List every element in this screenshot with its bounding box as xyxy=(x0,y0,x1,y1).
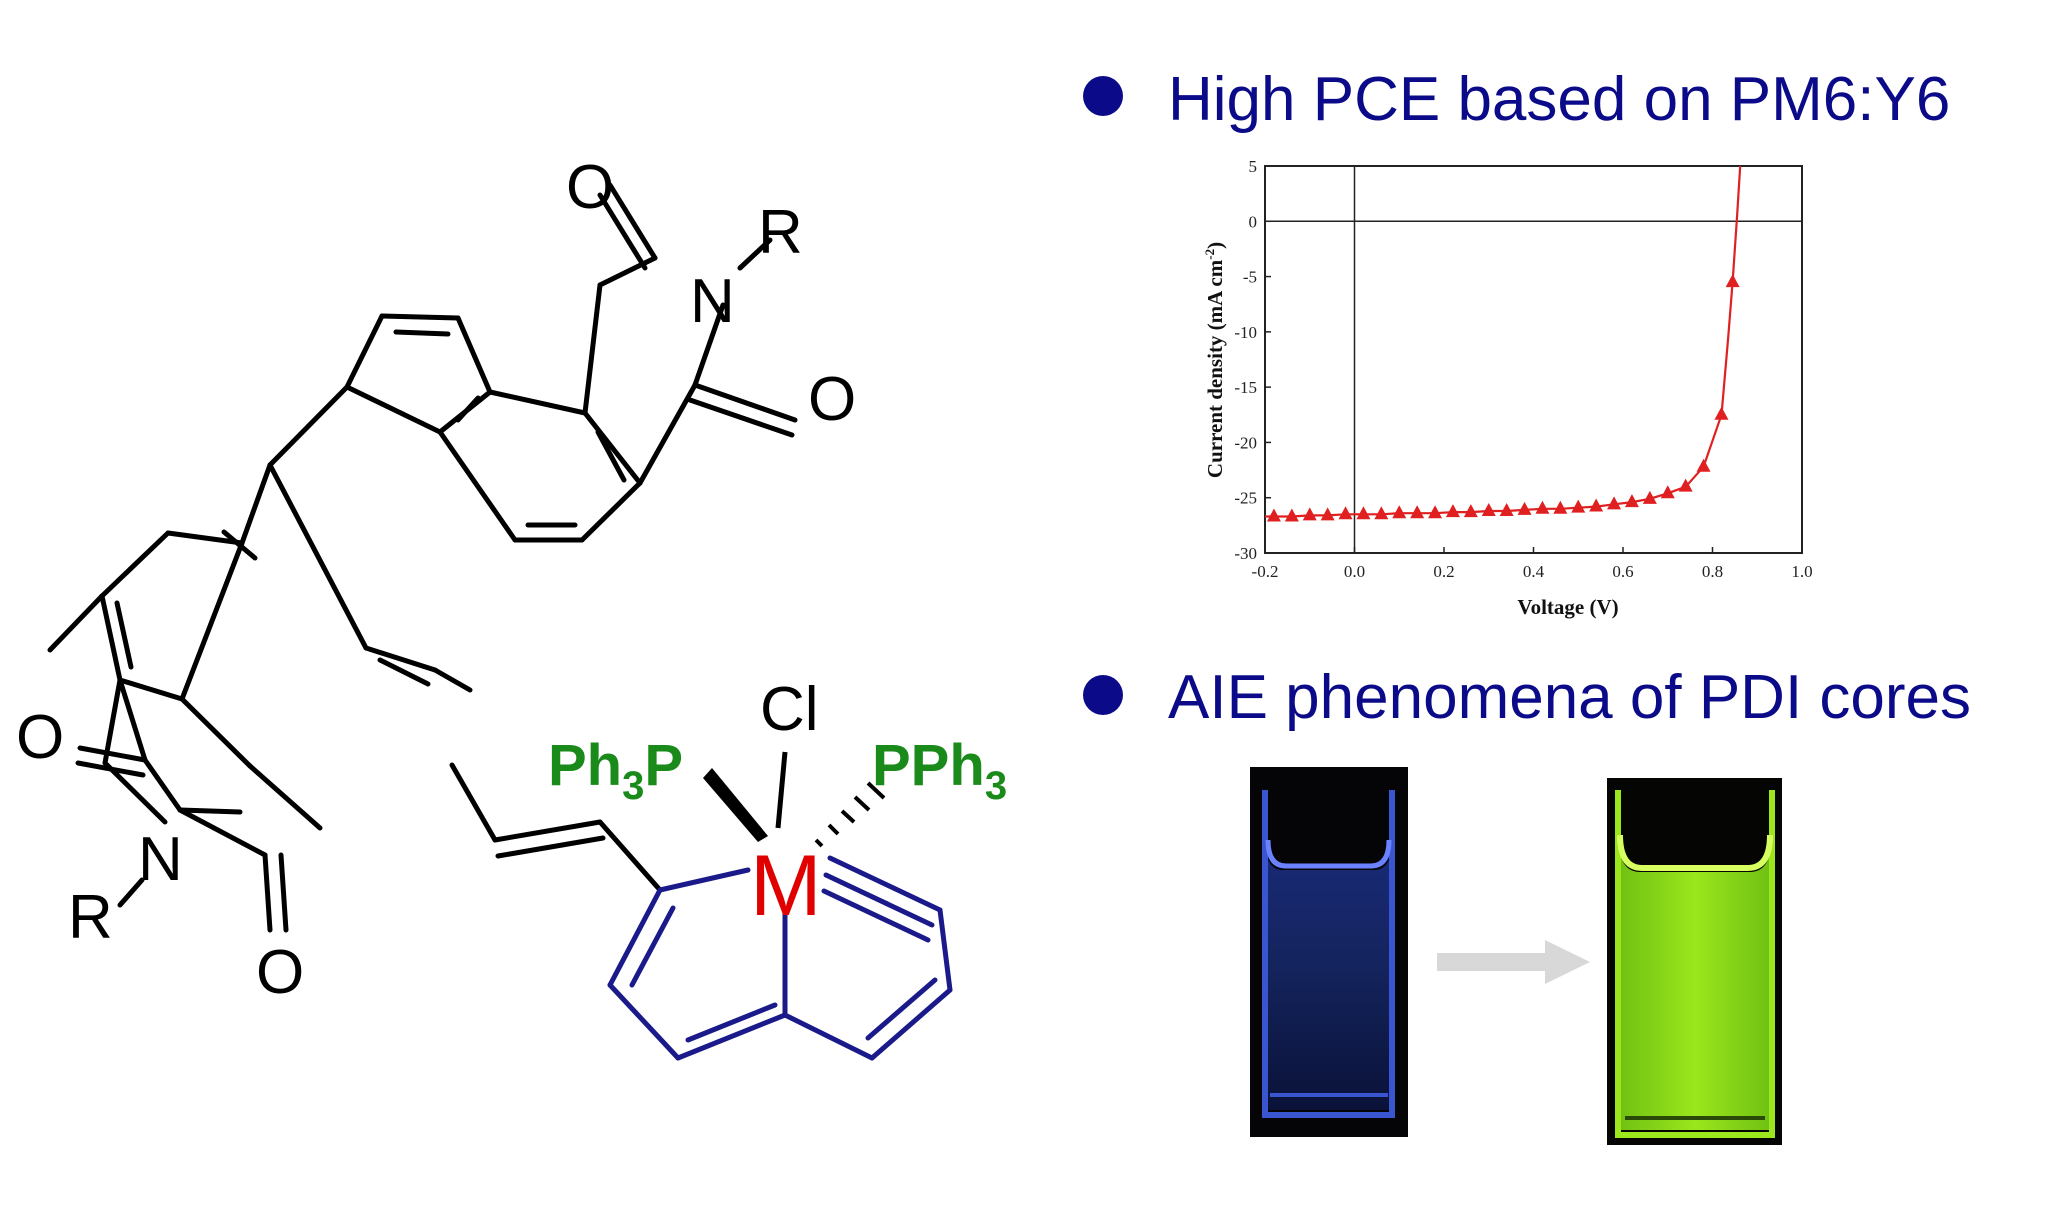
y-tick-label: -15 xyxy=(1234,378,1257,397)
aromatic-double-bonds xyxy=(114,329,627,687)
data-point-marker xyxy=(1589,498,1604,512)
vial-blue-meniscus xyxy=(1265,839,1392,869)
chart-axes xyxy=(1265,166,1802,553)
plot-frame xyxy=(1264,165,1803,554)
atom-oxygen-top: O xyxy=(566,153,614,222)
molecule-atom-labels: O O N R O N R O xyxy=(16,153,856,1007)
y-tick-label: 5 xyxy=(1249,157,1258,176)
vial-blue-glass xyxy=(1262,790,1395,1118)
data-point-marker xyxy=(1624,494,1639,508)
vial-green-solution xyxy=(1607,778,1782,1145)
hash-bond xyxy=(814,781,886,848)
phosphine-right: PPh3 xyxy=(872,733,1007,808)
imide-top-right-bonds xyxy=(582,182,798,486)
data-point-marker xyxy=(1445,504,1460,518)
atom-metal: M xyxy=(750,838,822,934)
bullet-1: High PCE based on PM6:Y6 xyxy=(1083,65,1950,134)
x-axis-title: Voltage (V) xyxy=(1517,595,1618,619)
atom-oxygen-right: O xyxy=(808,365,856,434)
data-point-marker xyxy=(1660,485,1675,499)
phosphine-left: Ph3P xyxy=(548,733,683,808)
y-tick-label: -5 xyxy=(1243,268,1257,287)
transition-arrow xyxy=(1437,940,1590,984)
x-tick-label: 0.0 xyxy=(1344,562,1365,581)
data-point-marker xyxy=(1481,502,1496,516)
data-point-marker xyxy=(1714,406,1729,420)
data-point-marker xyxy=(1356,506,1371,520)
bullet-dot xyxy=(1083,76,1123,116)
data-point-marker xyxy=(1284,508,1299,522)
data-point-marker xyxy=(1463,504,1478,518)
vial-green-glass xyxy=(1615,790,1775,1138)
y-axis-title: Current density (mA cm-2) xyxy=(1202,242,1227,478)
y-tick-label: 0 xyxy=(1249,212,1258,231)
metallapentalene-pdi-structure xyxy=(47,182,798,933)
vial-blue-solution xyxy=(1250,767,1408,1137)
atom-oxygen-bottom: O xyxy=(256,938,304,1007)
metallacycle-bonds xyxy=(607,855,953,1061)
data-point-marker xyxy=(1374,506,1389,520)
x-tick-label: -0.2 xyxy=(1252,562,1279,581)
data-point-marker xyxy=(1607,496,1622,510)
jv-curve-chart: -0.2 0.0 0.2 0.4 0.6 0.8 1.0 5 0 -5 -10 -15 -20 -25 -3… xyxy=(1202,157,1813,619)
data-point-marker xyxy=(1696,458,1711,472)
chart-ticks: -0.2 0.0 0.2 0.4 0.6 0.8 1.0 5 0 -5 -10 -15 -20 -25 -3… xyxy=(1234,157,1812,581)
vial-green-liquid xyxy=(1618,835,1772,1130)
perylene-core-bonds xyxy=(99,313,643,831)
y-tick-label: -20 xyxy=(1234,433,1257,452)
atom-nitrogen-bottom: N xyxy=(138,825,183,894)
atom-oxygen-left: O xyxy=(16,703,64,772)
data-point-marker xyxy=(1499,502,1514,516)
data-point-marker xyxy=(1571,499,1586,513)
data-point-marker xyxy=(1392,505,1407,519)
arrow-head xyxy=(1545,940,1590,984)
data-point-marker xyxy=(1302,507,1317,521)
data-point-marker xyxy=(1535,500,1550,514)
data-point-marker xyxy=(1410,505,1425,519)
metal-complex: Cl Ph3P PPh3 M xyxy=(548,675,1007,1061)
bullet-text-pce: High PCE based on PM6:Y6 xyxy=(1168,65,1950,134)
vial-green-meniscus xyxy=(1617,834,1773,871)
data-point-marker xyxy=(1517,501,1532,515)
x-tick-label: 0.2 xyxy=(1433,562,1454,581)
x-tick-label: 0.8 xyxy=(1702,562,1723,581)
y-tick-label: -30 xyxy=(1234,544,1257,563)
wedge-bond xyxy=(703,768,768,842)
imide-bottom-left-bonds xyxy=(47,593,289,933)
atom-r-bottom: R xyxy=(68,883,113,952)
y-tick-label: -10 xyxy=(1234,323,1257,342)
data-point-marker xyxy=(1266,508,1281,522)
x-tick-label: 0.6 xyxy=(1612,562,1633,581)
data-point-marker xyxy=(1725,274,1740,288)
data-point-marker xyxy=(1320,507,1335,521)
arrow-shaft xyxy=(1437,953,1547,971)
data-point-marker xyxy=(1642,490,1657,504)
bullet-text-aie: AIE phenomena of PDI cores xyxy=(1168,663,1971,732)
atom-r-top: R xyxy=(758,198,803,267)
vinyl-linker-bonds xyxy=(449,762,663,893)
bullet-dot xyxy=(1083,675,1123,715)
data-point-marker xyxy=(1338,506,1353,520)
data-point-marker xyxy=(1678,478,1693,492)
chart-series xyxy=(1265,165,1742,522)
x-tick-label: 0.4 xyxy=(1523,562,1545,581)
data-point-marker xyxy=(1428,505,1443,519)
bullet-2: AIE phenomena of PDI cores xyxy=(1083,663,1971,732)
y-tick-label: -25 xyxy=(1234,489,1257,508)
atom-nitrogen-top: N xyxy=(690,267,735,336)
m-cl-bond xyxy=(775,751,788,829)
vial-blue-liquid xyxy=(1265,840,1392,1110)
x-tick-label: 1.0 xyxy=(1791,562,1812,581)
data-point-marker xyxy=(1553,500,1568,514)
atom-chlorine: Cl xyxy=(760,675,819,744)
